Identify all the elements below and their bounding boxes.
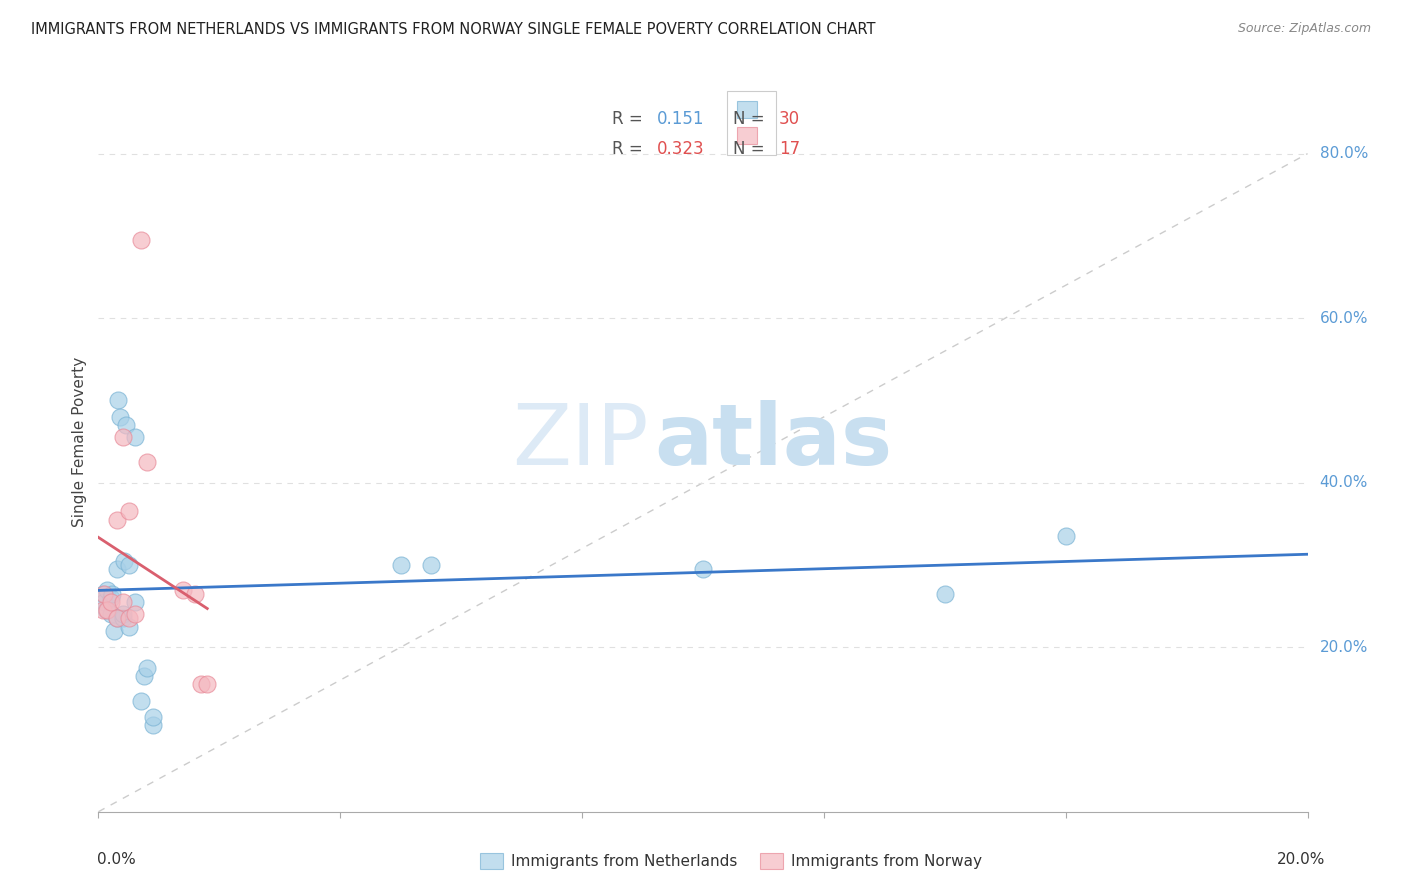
Point	[142, 710, 165, 724]
Y-axis label: Single Female Poverty: Single Female Poverty	[72, 357, 87, 526]
Point	[420, 558, 443, 572]
Point	[105, 611, 128, 625]
Text: 80.0%: 80.0%	[1320, 146, 1368, 161]
Point	[91, 587, 114, 601]
Text: R =: R =	[613, 140, 648, 158]
Point	[111, 607, 134, 622]
Point	[100, 607, 122, 622]
Point	[135, 661, 157, 675]
Text: 0.323: 0.323	[657, 140, 704, 158]
Text: 60.0%: 60.0%	[1320, 310, 1368, 326]
Point	[190, 677, 212, 691]
Text: 0.151: 0.151	[657, 111, 704, 128]
Point	[96, 603, 118, 617]
Point	[91, 603, 114, 617]
Text: N =: N =	[734, 140, 770, 158]
Point	[129, 233, 152, 247]
Point	[111, 595, 134, 609]
Point	[124, 607, 146, 622]
Point	[107, 393, 129, 408]
Point	[184, 587, 207, 601]
Text: 20.0%: 20.0%	[1277, 853, 1326, 867]
Text: 30: 30	[779, 111, 800, 128]
Point	[1054, 529, 1077, 543]
Text: IMMIGRANTS FROM NETHERLANDS VS IMMIGRANTS FROM NORWAY SINGLE FEMALE POVERTY CORR: IMMIGRANTS FROM NETHERLANDS VS IMMIGRANT…	[31, 22, 876, 37]
Point	[389, 558, 412, 572]
Text: ZIP: ZIP	[512, 400, 648, 483]
Text: atlas: atlas	[655, 400, 893, 483]
Point	[111, 611, 134, 625]
Point	[118, 504, 141, 518]
Point	[100, 591, 122, 605]
Point	[111, 430, 134, 444]
Text: 20.0%: 20.0%	[1320, 640, 1368, 655]
Point	[103, 624, 125, 638]
Point	[100, 595, 122, 609]
Legend: Immigrants from Netherlands, Immigrants from Norway: Immigrants from Netherlands, Immigrants …	[474, 847, 988, 875]
Point	[96, 582, 118, 597]
Point	[112, 554, 135, 568]
Point	[135, 455, 157, 469]
Point	[118, 558, 141, 572]
Point	[105, 513, 128, 527]
Point	[105, 562, 128, 576]
Text: 40.0%: 40.0%	[1320, 475, 1368, 491]
Text: Source: ZipAtlas.com: Source: ZipAtlas.com	[1237, 22, 1371, 36]
Point	[108, 409, 131, 424]
Point	[93, 595, 115, 609]
Legend: , : ,	[727, 91, 776, 155]
Text: 0.0%: 0.0%	[97, 853, 136, 867]
Point	[114, 418, 136, 433]
Point	[118, 611, 141, 625]
Point	[105, 611, 128, 625]
Point	[132, 669, 155, 683]
Point	[934, 587, 956, 601]
Text: R =: R =	[613, 111, 648, 128]
Text: N =: N =	[734, 111, 770, 128]
Text: 17: 17	[779, 140, 800, 158]
Point	[124, 595, 146, 609]
Point	[129, 694, 152, 708]
Point	[142, 718, 165, 732]
Point	[172, 582, 194, 597]
Point	[124, 430, 146, 444]
Point	[100, 587, 122, 601]
Point	[94, 603, 117, 617]
Point	[692, 562, 714, 576]
Point	[118, 619, 141, 633]
Point	[195, 677, 218, 691]
Point	[93, 587, 115, 601]
